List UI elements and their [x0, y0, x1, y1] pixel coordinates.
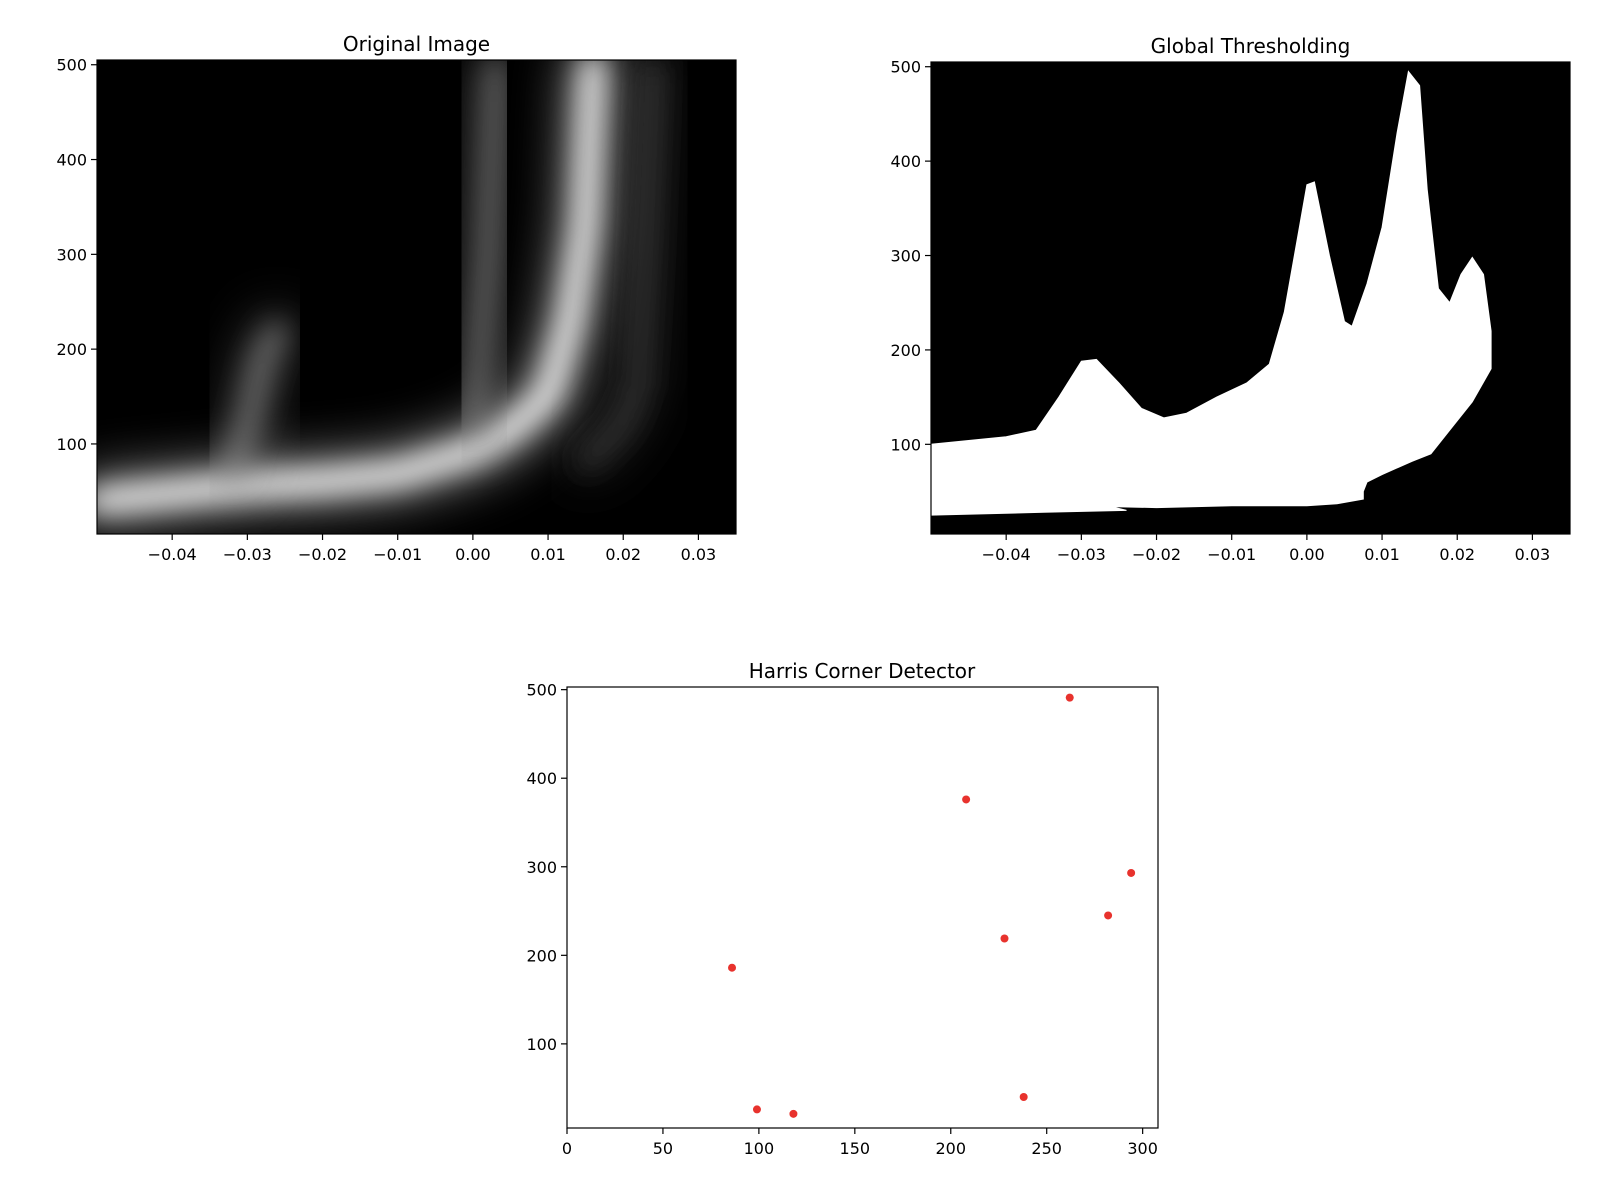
title-harris-corner-detector: Harris Corner Detector — [749, 659, 976, 683]
y-tick-label: 400 — [890, 152, 921, 171]
y-tick-label: 300 — [526, 858, 557, 877]
threshold-y-ticks: 100 200 300 400 500 — [890, 58, 931, 454]
x-tick-label: 150 — [840, 1139, 871, 1158]
corner-point — [752, 1105, 761, 1114]
corner-point — [1104, 911, 1113, 920]
original-image-frame — [96, 59, 737, 535]
x-tick-label: 300 — [1127, 1139, 1158, 1158]
original-image-heatmap — [97, 60, 736, 534]
x-tick-label: 200 — [935, 1139, 966, 1158]
harris-frame — [566, 686, 1159, 1129]
y-tick-label: 200 — [890, 341, 921, 360]
harris-plot-area — [567, 687, 1158, 1128]
threshold-image — [931, 62, 1570, 534]
x-tick-label: −0.02 — [298, 545, 347, 564]
intensity-ridge — [578, 60, 661, 470]
y-tick-label: 500 — [890, 58, 921, 77]
x-tick-label: 250 — [1031, 1139, 1062, 1158]
x-tick-label: −0.04 — [148, 545, 197, 564]
x-tick-label: 0.02 — [1439, 545, 1475, 564]
y-tick-label: 200 — [56, 340, 87, 359]
x-tick-label: 0.00 — [455, 545, 491, 564]
y-tick-label: 100 — [56, 435, 87, 454]
y-tick-label: 300 — [890, 247, 921, 266]
x-tick-label: −0.03 — [1057, 545, 1106, 564]
x-tick-label: −0.02 — [1132, 545, 1181, 564]
original-image-x-ticks: −0.04 −0.03 −0.02 −0.01 0.00 0.01 0.02 0.03 — [148, 534, 717, 564]
x-tick-label: −0.01 — [1207, 545, 1256, 564]
original-image-y-ticks: 100 200 300 400 500 — [56, 56, 97, 454]
corner-point — [1000, 934, 1009, 943]
x-tick-label: 0.01 — [530, 545, 566, 564]
panel-original-image: Original Image −0.04 −0.03 −0.02 −0.01 0.00 0… — [56, 32, 737, 564]
title-global-thresholding: Global Thresholding — [1151, 34, 1351, 58]
corner-point — [1065, 693, 1074, 702]
y-tick-label: 300 — [56, 245, 87, 264]
corner-point — [1019, 1093, 1028, 1102]
x-tick-label: 0 — [562, 1139, 572, 1158]
x-tick-label: 0.00 — [1289, 545, 1325, 564]
intensity-ridge — [225, 323, 285, 480]
panel-harris-corner-detector: Harris Corner Detector 0 50 100 150 200 250 30… — [526, 659, 1159, 1158]
corner-point — [962, 795, 971, 804]
y-tick-label: 500 — [526, 681, 557, 700]
y-tick-label: 500 — [56, 56, 87, 75]
x-tick-label: 50 — [653, 1139, 673, 1158]
y-tick-label: 100 — [526, 1035, 557, 1054]
corner-point — [1127, 868, 1136, 877]
x-tick-label: 100 — [744, 1139, 775, 1158]
threshold-x-ticks: −0.04 −0.03 −0.02 −0.01 0.00 0.01 0.02 0.03 — [982, 534, 1551, 564]
harris-corner-points — [728, 693, 1136, 1118]
intensity-ridge — [97, 60, 605, 512]
y-tick-label: 100 — [890, 435, 921, 454]
corner-point — [728, 963, 737, 972]
x-tick-label: −0.01 — [373, 545, 422, 564]
y-tick-label: 400 — [526, 769, 557, 788]
x-tick-label: −0.03 — [223, 545, 272, 564]
x-tick-label: 0.02 — [605, 545, 641, 564]
panel-global-thresholding: Global Thresholding −0.04 −0.03 −0.02 −0.01… — [890, 34, 1571, 564]
y-tick-label: 400 — [56, 151, 87, 170]
threshold-frame — [930, 61, 1571, 535]
harris-x-ticks: 0 50 100 150 200 250 300 — [562, 1128, 1158, 1158]
title-original-image: Original Image — [343, 32, 490, 56]
x-tick-label: −0.04 — [982, 545, 1031, 564]
x-tick-label: 0.03 — [1515, 545, 1551, 564]
x-tick-label: 0.01 — [1364, 545, 1400, 564]
y-tick-label: 200 — [526, 946, 557, 965]
threshold-region — [931, 70, 1492, 516]
x-tick-label: 0.03 — [681, 545, 717, 564]
harris-y-ticks: 100 200 300 400 500 — [526, 681, 567, 1054]
corner-point — [789, 1109, 798, 1118]
intensity-ridge — [465, 60, 503, 432]
